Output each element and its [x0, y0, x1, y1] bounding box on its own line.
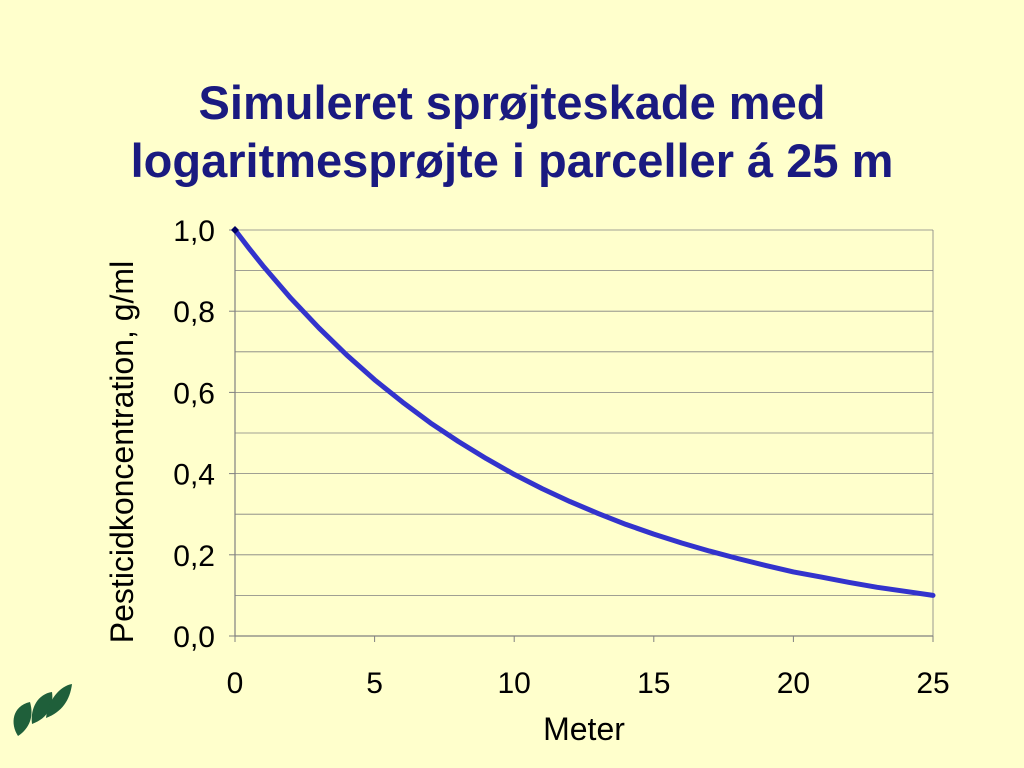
y-tick-label: 0,2: [173, 540, 215, 573]
y-tick-label: 0,6: [173, 377, 215, 410]
x-tick-label: 5: [366, 667, 383, 700]
x-tick-label: 25: [916, 667, 949, 700]
title-line-2: logaritmesprøjte i parceller á 25 m: [130, 134, 894, 187]
series-line-0: [232, 227, 936, 598]
y-axis-label: Pesticidkoncentration, g/ml: [104, 261, 140, 643]
grid: [235, 229, 934, 636]
x-tick-label: 0: [227, 667, 244, 700]
y-tick-label: 1,0: [173, 215, 215, 248]
tick-labels: 0,0 0,2 0,4 0,6 0,8 1,0 0 5 10 15 20 25: [173, 215, 949, 700]
series-start-marker: [231, 226, 239, 234]
y-tick-label: 0,4: [173, 459, 215, 492]
page-title: Simuleret sprøjteskade med logaritmesprø…: [0, 74, 1024, 190]
x-tick-label: 10: [498, 667, 531, 700]
title-line-1: Simuleret sprøjteskade med: [198, 76, 826, 129]
y-tick-label: 0,0: [173, 621, 215, 654]
y-tick-label: 0,8: [173, 296, 215, 329]
series: [231, 226, 936, 598]
x-tick-label: 15: [637, 667, 670, 700]
x-tick-label: 20: [777, 667, 810, 700]
leaf-logo-icon: [13, 684, 72, 736]
x-axis-label: Meter: [543, 711, 625, 747]
